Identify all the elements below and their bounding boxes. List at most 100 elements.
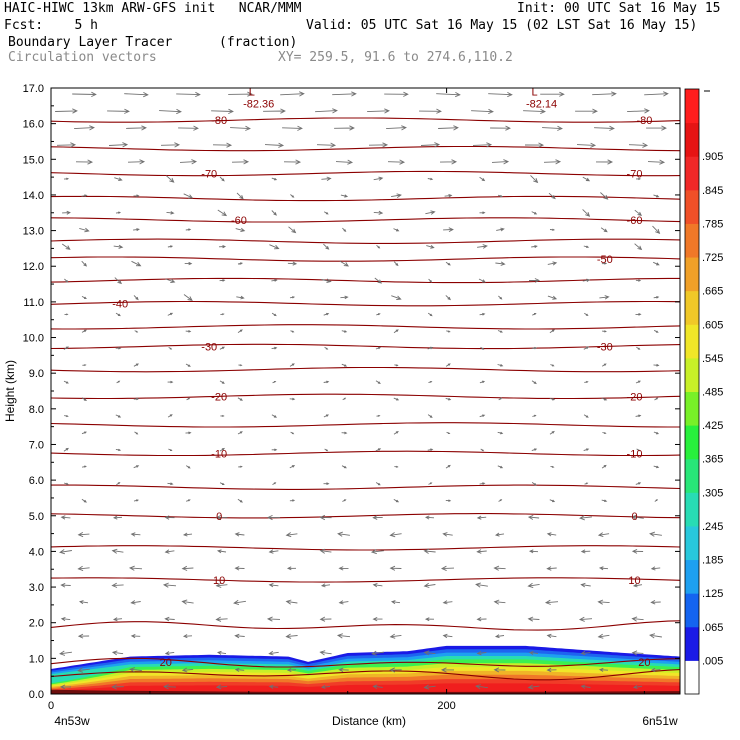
vector-arrow bbox=[323, 211, 329, 215]
vector-arrow bbox=[490, 125, 511, 131]
minimum-value-label: -82.36 bbox=[243, 99, 274, 111]
vector-arrow bbox=[234, 667, 245, 672]
vector-arrow bbox=[635, 482, 642, 485]
colorbar-swatch bbox=[685, 357, 699, 392]
vector-arrow bbox=[445, 261, 451, 266]
vector-arrow bbox=[340, 295, 349, 300]
vector-arrow bbox=[114, 277, 122, 285]
vector-arrow bbox=[63, 447, 69, 452]
vector-arrow bbox=[546, 532, 557, 537]
vector-arrow bbox=[372, 515, 383, 520]
isotherm-line bbox=[51, 256, 680, 262]
vector-arrow bbox=[528, 650, 539, 655]
vector-arrow bbox=[168, 347, 173, 350]
vector-arrow bbox=[133, 228, 140, 232]
vector-arrow bbox=[546, 566, 557, 571]
vector-arrow bbox=[442, 532, 453, 537]
vector-arrow bbox=[107, 108, 130, 114]
vector-arrow bbox=[547, 261, 558, 266]
vector-arrow bbox=[423, 582, 436, 588]
vector-arrow bbox=[166, 211, 175, 215]
vector-arrow bbox=[269, 244, 280, 250]
vector-arrow bbox=[164, 616, 175, 622]
vector-arrow bbox=[237, 397, 243, 401]
vector-arrow bbox=[550, 465, 555, 468]
vector-arrow bbox=[531, 448, 538, 452]
vector-arrow bbox=[393, 397, 400, 401]
isotherm-line bbox=[51, 513, 680, 519]
vector-arrow bbox=[285, 599, 298, 605]
vector-arrow bbox=[594, 125, 615, 131]
vector-arrow bbox=[176, 91, 201, 98]
vector-arrow bbox=[575, 108, 598, 114]
y-tick-label: 5.0 bbox=[29, 511, 44, 523]
vector-arrow bbox=[233, 599, 246, 606]
vector-arrow bbox=[321, 278, 332, 283]
vector-arrow bbox=[480, 346, 485, 350]
vector-arrow bbox=[268, 549, 279, 554]
colorbar-swatch bbox=[685, 660, 699, 695]
y-tick-label: 0.0 bbox=[29, 689, 44, 701]
x-end-label: 6n51w bbox=[642, 714, 678, 728]
vector-arrow bbox=[393, 228, 400, 232]
colorbar-label: .245 bbox=[702, 521, 723, 533]
vector-arrow bbox=[427, 414, 433, 418]
vector-arrow bbox=[212, 142, 233, 148]
vector-arrow bbox=[649, 633, 662, 639]
vector-arrow bbox=[653, 194, 660, 198]
vector-arrow bbox=[61, 243, 71, 250]
vector-arrow bbox=[531, 482, 537, 486]
vector-arrow bbox=[549, 430, 555, 435]
minimum-value-label: -82.14 bbox=[526, 99, 557, 111]
contour-label: 20 bbox=[160, 657, 172, 669]
vector-arrow bbox=[168, 448, 173, 452]
vector-arrow bbox=[287, 261, 298, 266]
vector-arrow bbox=[549, 397, 556, 401]
vector-arrow bbox=[653, 295, 660, 299]
vector-arrow bbox=[376, 244, 381, 249]
vector-arrow bbox=[540, 91, 565, 97]
vector-arrow bbox=[631, 650, 644, 656]
vector-arrow bbox=[427, 346, 434, 350]
vector-arrow bbox=[440, 667, 454, 673]
vector-arrow bbox=[56, 142, 77, 148]
vector-arrow bbox=[497, 194, 503, 198]
vector-arrow bbox=[580, 549, 591, 554]
vector-arrow bbox=[75, 159, 94, 165]
vector-arrow bbox=[370, 549, 385, 555]
vector-arrow bbox=[600, 227, 608, 233]
vector-arrow bbox=[584, 380, 589, 384]
vector-arrow bbox=[386, 125, 407, 131]
y-tick-label: 10.0 bbox=[23, 333, 44, 345]
vector-arrow bbox=[493, 599, 506, 605]
contour-label: -70 bbox=[627, 169, 643, 181]
vector-arrow bbox=[216, 549, 227, 554]
x-start-label: 4n53w bbox=[54, 714, 90, 728]
contour-label: -10 bbox=[211, 448, 227, 460]
y-tick-label: 13.0 bbox=[23, 226, 44, 238]
vector-arrow bbox=[133, 363, 139, 367]
contour-label: -10 bbox=[627, 448, 643, 460]
vector-arrow bbox=[263, 108, 286, 114]
vector-arrow bbox=[231, 159, 250, 165]
vector-arrow bbox=[323, 243, 330, 250]
vector-arrow bbox=[184, 261, 193, 266]
vector-arrow bbox=[81, 465, 87, 468]
vector-arrow bbox=[286, 566, 297, 571]
vector-arrow bbox=[319, 514, 332, 521]
y-tick-label: 3.0 bbox=[29, 582, 44, 594]
vector-arrow bbox=[319, 548, 332, 554]
y-tick-label: 16.0 bbox=[23, 119, 44, 131]
vector-arrow bbox=[342, 227, 347, 233]
vector-arrow bbox=[423, 684, 436, 690]
vector-arrow bbox=[115, 414, 122, 418]
vector-arrow bbox=[167, 380, 174, 384]
isotherm-line bbox=[51, 170, 680, 177]
vector-arrow bbox=[584, 482, 589, 485]
vector-arrow bbox=[289, 499, 296, 502]
vector-arrow bbox=[367, 108, 390, 114]
vector-arrow bbox=[60, 616, 71, 622]
vector-arrow bbox=[480, 448, 485, 452]
vector-arrow bbox=[425, 210, 436, 215]
colorbar-label: .185 bbox=[702, 555, 723, 567]
